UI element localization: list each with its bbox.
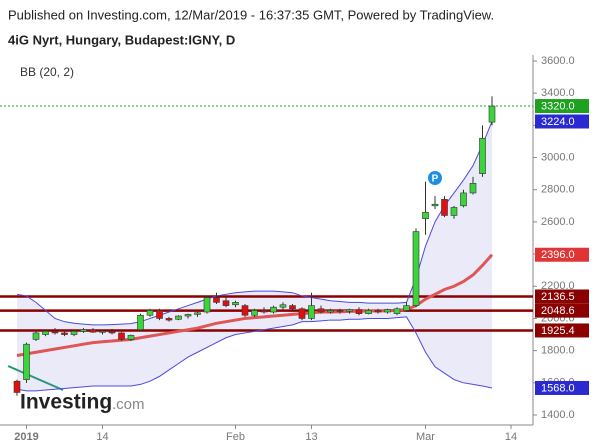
candle-body: [156, 310, 163, 319]
candle-body: [13, 380, 21, 393]
band-line: [16, 253, 494, 357]
candle-body: [279, 304, 287, 308]
candle-body: [374, 310, 382, 313]
y-tick-label: 1800.0: [541, 345, 575, 357]
band-middle-box: [535, 247, 589, 262]
candle-body: [89, 329, 97, 333]
candle-body: [365, 310, 372, 314]
level-label: 2136.5: [541, 291, 575, 303]
y-tick-label: 1400.0: [541, 409, 575, 421]
candle-body: [488, 105, 496, 123]
candle-body: [441, 199, 448, 216]
indicator-label: BB (20, 2): [20, 65, 74, 79]
candle-body: [422, 211, 429, 219]
last-price-label: 3320.0: [541, 100, 575, 112]
x-tick-label: Mar: [416, 431, 435, 443]
candle-body: [137, 314, 144, 331]
candle-body: [127, 335, 135, 340]
candle-body: [479, 137, 486, 174]
logo-text: Investing: [20, 391, 112, 414]
candle-body: [118, 332, 125, 340]
band-line: [16, 316, 493, 392]
band-upper-box: [535, 114, 589, 129]
level-box: [535, 289, 589, 304]
y-tick-label: 3000.0: [541, 151, 575, 163]
y-tick-label: 2800.0: [541, 184, 575, 196]
x-tick-label: Feb: [226, 431, 245, 443]
candle-body: [270, 306, 277, 313]
candle-body: [232, 302, 239, 306]
annotation-text: P: [432, 174, 439, 185]
band-lower-label: 1568.0: [541, 382, 575, 394]
candle-body: [298, 308, 306, 319]
candle-body: [403, 305, 410, 311]
candle-body: [289, 305, 296, 310]
candle-body: [175, 315, 182, 320]
candle-body: [327, 310, 334, 313]
candle-body: [108, 331, 116, 334]
candle-body: [80, 329, 87, 332]
candle-body: [260, 310, 268, 313]
logo-suffix: .com: [112, 396, 145, 413]
candle-body: [469, 182, 477, 194]
candle-body: [222, 300, 230, 306]
last-price-box: [535, 99, 589, 114]
level-label: 2048.6: [541, 305, 575, 317]
y-tick-label: 3400.0: [541, 87, 575, 99]
candle-body: [241, 305, 249, 316]
candle-body: [317, 308, 325, 313]
published-note: Published on Investing.com, 12/Mar/2019 …: [8, 7, 494, 22]
candle-body: [184, 314, 192, 317]
x-tick-label: 14: [96, 431, 108, 443]
candle-body: [450, 207, 458, 216]
symbol-title: 4iG Nyrt, Hungary, Budapest:IGNY, D: [8, 32, 235, 47]
level-label: 1925.4: [541, 325, 575, 337]
candle-body: [336, 310, 344, 312]
y-tick-label: 3600.0: [541, 55, 575, 67]
band-fill: [17, 121, 492, 391]
candle-body: [42, 331, 49, 335]
y-tick-label: 2600.0: [541, 216, 575, 228]
candle-body: [346, 309, 353, 312]
candle-body: [203, 297, 211, 313]
band-middle-label: 2396.0: [541, 249, 575, 261]
x-tick-label: 13: [305, 431, 317, 443]
candle-body: [99, 331, 106, 333]
candle-body: [355, 309, 363, 314]
candle-body: [308, 305, 315, 319]
candle-body: [146, 310, 154, 316]
x-tick-label: 14: [505, 431, 517, 443]
candle-body: [23, 343, 30, 380]
candle-body: [32, 332, 40, 340]
x-tick-label: 2019: [14, 431, 38, 443]
candle-body: [460, 192, 467, 207]
candle-body: [384, 309, 391, 313]
level-box: [535, 323, 589, 338]
candle-body: [165, 318, 173, 321]
y-tick-label: 2200.0: [541, 280, 575, 292]
trend-drawing: [7, 365, 64, 391]
candle-body: [194, 312, 201, 315]
level-box: [535, 303, 589, 318]
candle-body: [393, 308, 401, 314]
candle-body: [431, 203, 439, 207]
candle-body: [213, 297, 220, 303]
candle-body: [61, 332, 68, 335]
candle-body: [70, 331, 78, 335]
band-lower-box: [535, 380, 589, 395]
annotation-marker: [428, 171, 442, 185]
candle-body: [251, 310, 258, 316]
band-upper-label: 3224.0: [541, 116, 575, 128]
candle-body: [51, 331, 59, 334]
candle-body: [412, 231, 420, 306]
